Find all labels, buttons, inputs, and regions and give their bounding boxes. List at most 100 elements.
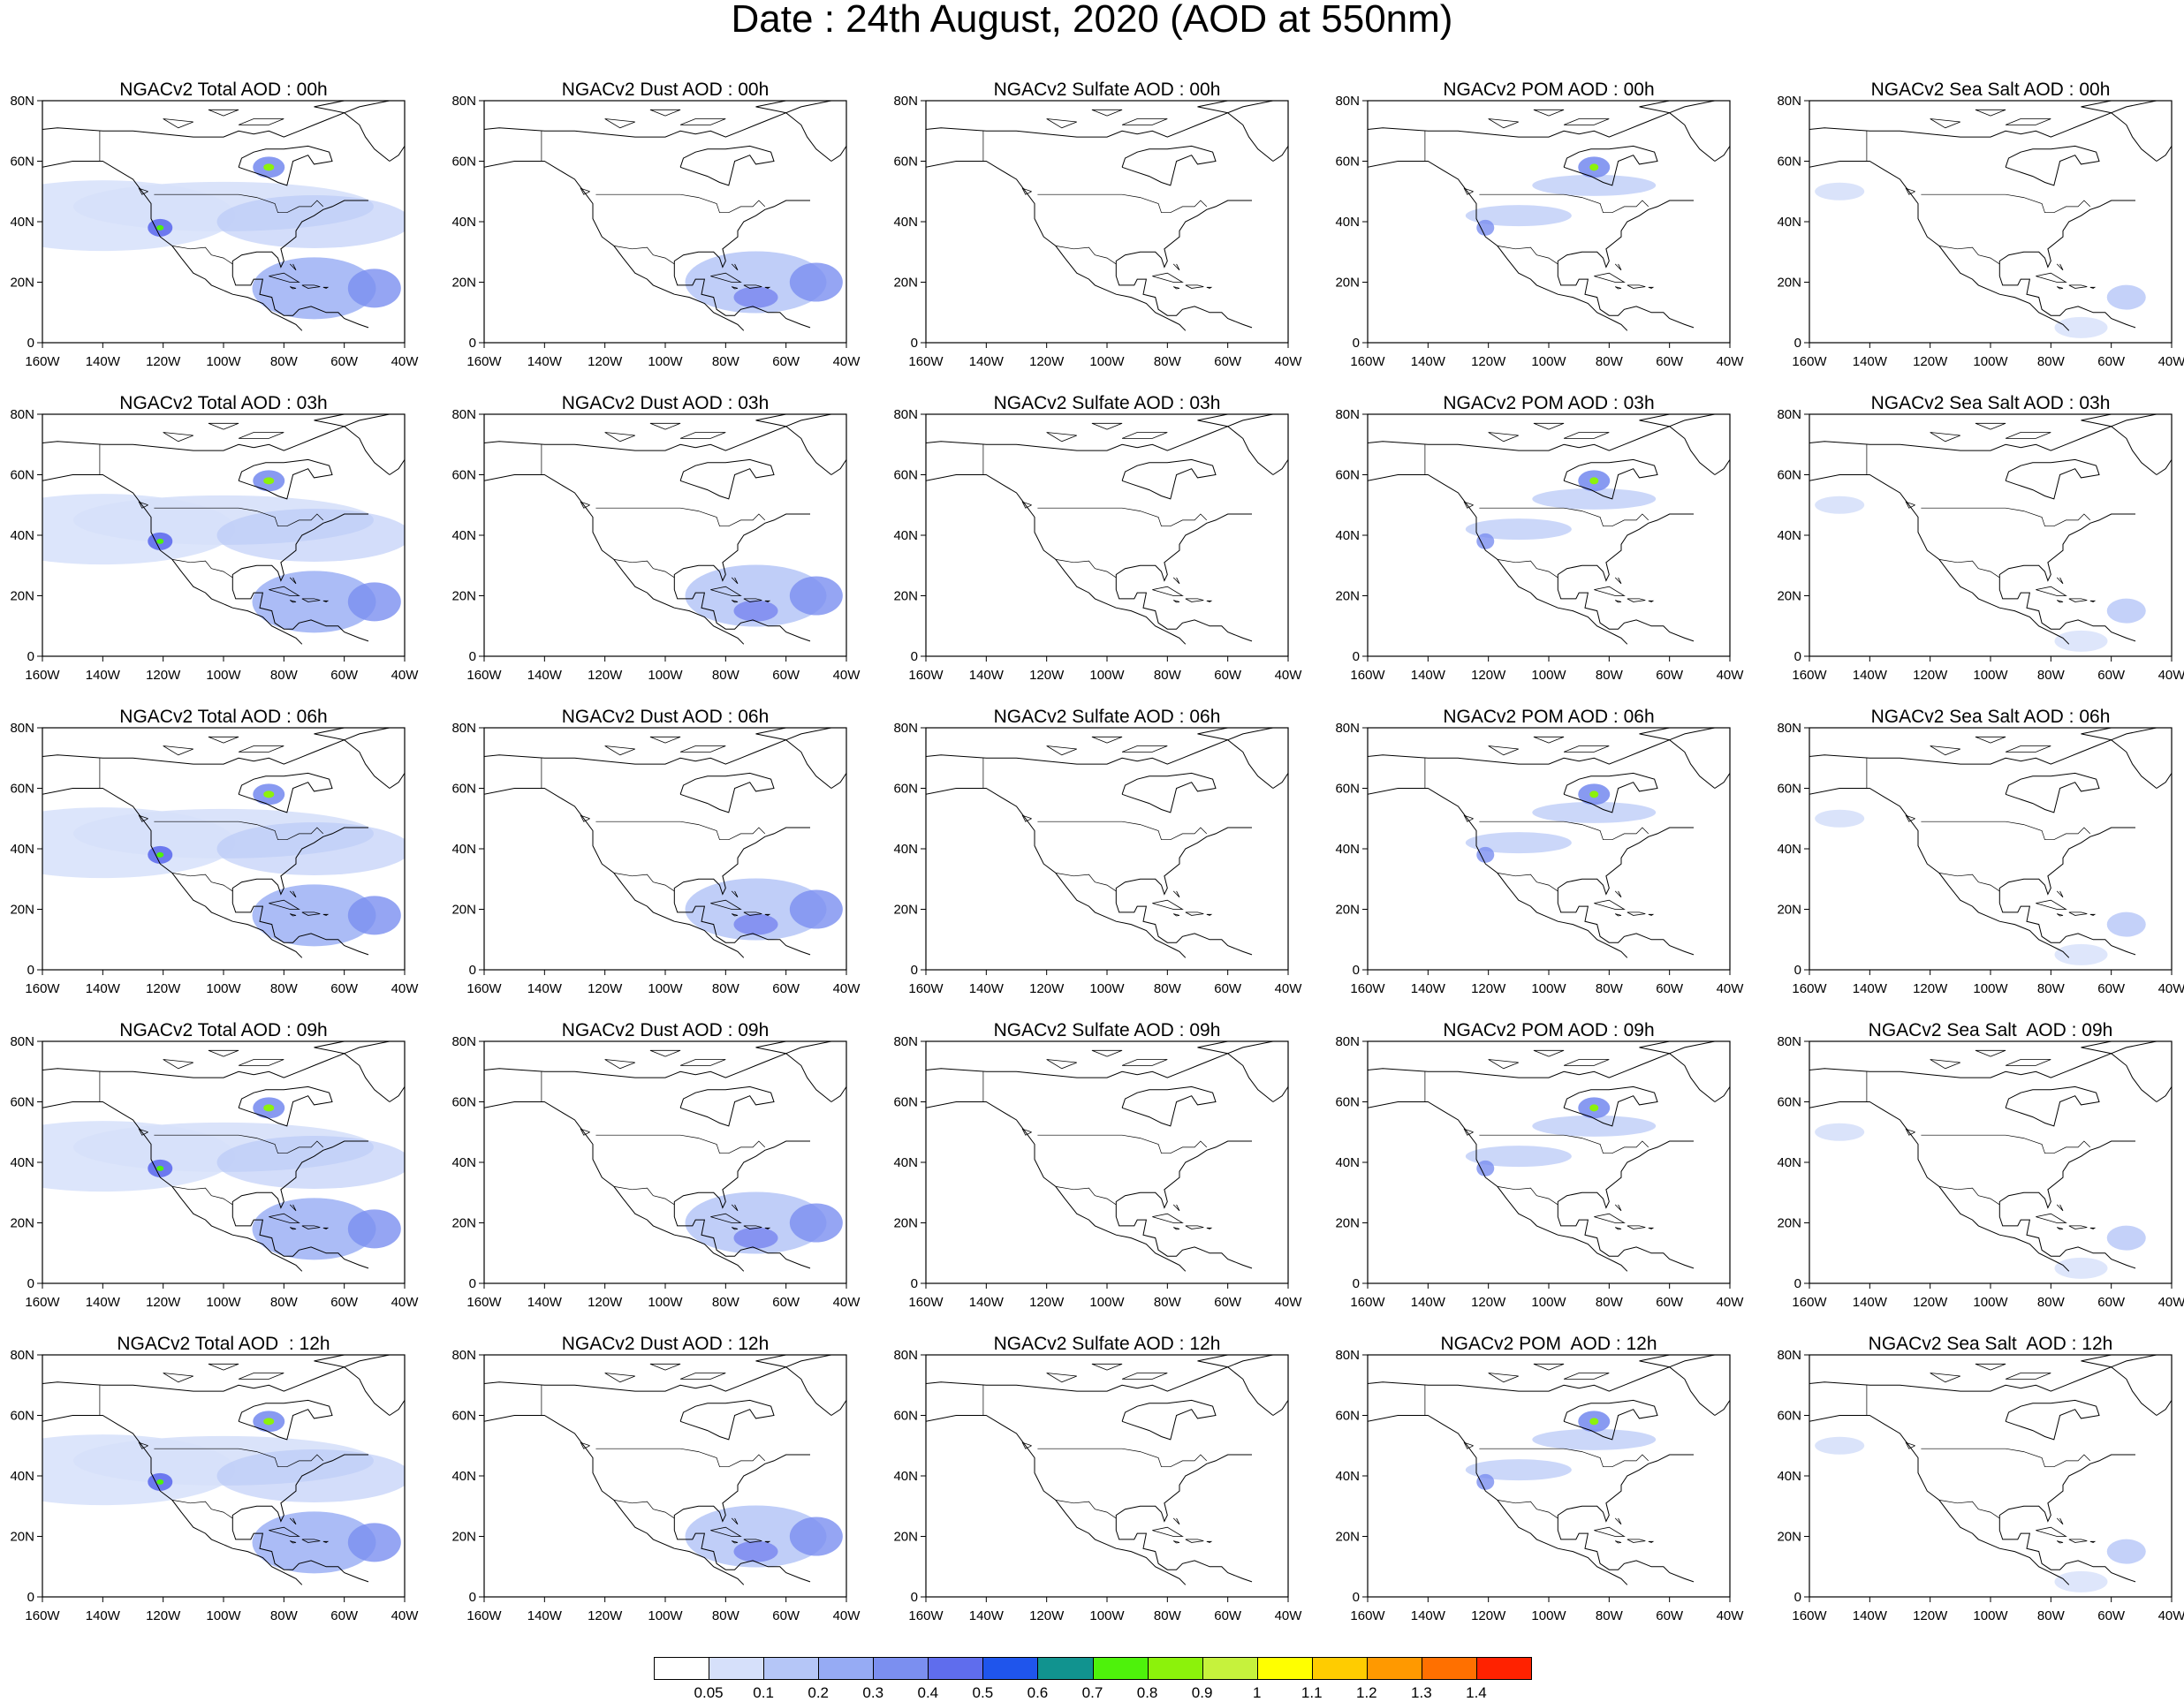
island-outline: [731, 577, 739, 585]
lat-tick-label: 20N: [10, 276, 34, 291]
island-outline: [1533, 736, 1565, 744]
map-plot: 0 20N 40N 60N 80N 160W 140W 120W 100W 80W 60W 40W: [893, 721, 1302, 996]
island-outline: [289, 1540, 297, 1544]
lon-tick-label: 60W: [330, 1295, 359, 1310]
island-outline: [322, 1227, 330, 1229]
island-outline: [1930, 745, 1960, 756]
seasalt-shade-pacific: [1815, 495, 1865, 514]
island-outline: [743, 284, 762, 289]
island-outline: [2089, 1227, 2097, 1229]
island-outline: [208, 422, 239, 430]
lon-tick-label: 120W: [1913, 1608, 1948, 1623]
lat-tick-label: 40N: [10, 842, 34, 857]
lon-tick-label: 160W: [25, 354, 60, 369]
lon-tick-label: 160W: [1792, 981, 1827, 996]
island-outline: [2056, 1204, 2064, 1212]
island-outline: [1930, 118, 1960, 129]
island-outline: [1046, 1373, 1077, 1383]
aod-peak-hudson: [263, 1418, 275, 1426]
island-outline: [1185, 1225, 1204, 1229]
lon-tick-label: 80W: [270, 354, 299, 369]
lat-tick-label: 60N: [1335, 1095, 1360, 1110]
lat-tick-label: 20N: [1777, 589, 1801, 604]
aod-shading: [42, 414, 405, 645]
lat-tick-label: 80N: [1777, 1348, 1801, 1363]
coastline-greenland: [1639, 101, 1716, 162]
island-outline: [1206, 1540, 1213, 1543]
lon-tick-label: 140W: [86, 1608, 121, 1623]
island-outline: [1614, 1540, 1622, 1544]
lat-tick-label: 0: [911, 649, 918, 664]
lon-tick-label: 140W: [969, 354, 1005, 369]
panel-title: NGACv2 Dust AOD : 06h: [561, 707, 770, 727]
lat-tick-label: 40N: [1777, 215, 1801, 230]
border-us-mexico: [1497, 873, 1558, 892]
map-plot: 0 20N 40N 60N 80N 160W 140W 120W 100W 80W 60W 40W: [1777, 721, 2184, 996]
coastline-west: [1809, 161, 2070, 331]
lat-tick-label: 20N: [893, 276, 918, 291]
colorbar: 0.05 0.1 0.2 0.3 0.4 0.5 0.6 0.7 0.8 0.9 1 1.1 1.2 1.…: [654, 1657, 1532, 1701]
island-outline: [2036, 586, 2067, 596]
coastline-east: [231, 200, 369, 329]
island-outline: [604, 1373, 635, 1383]
map-plot: 0 20N 40N 60N 80N 160W 140W 120W 100W 80W 60W 40W: [1335, 407, 1744, 683]
island-outline: [1021, 1441, 1032, 1449]
map-plot: 0 20N 40N 60N 80N 160W 140W 120W 100W 80W 60W 40W: [893, 407, 1302, 683]
coastline-arctic: [42, 1355, 390, 1392]
coastline-west: [1368, 788, 1628, 958]
lon-tick-label: 80W: [1596, 1608, 1624, 1623]
island-outline: [1648, 1540, 1655, 1543]
lat-tick-label: 0: [469, 1590, 476, 1605]
island-outline: [1533, 109, 1565, 117]
island-outline: [322, 1540, 330, 1543]
map-plot: 0 20N 40N 60N 80N 160W 140W 120W 100W 80W 60W 40W: [10, 94, 419, 369]
panel-title: NGACv2 POM AOD : 12h: [1440, 1334, 1657, 1354]
lon-tick-label: 140W: [527, 354, 563, 369]
island-outline: [731, 1227, 739, 1230]
lat-tick-label: 20N: [1777, 1530, 1801, 1545]
island-outline: [289, 286, 297, 290]
coastline-east: [673, 513, 811, 642]
island-outline: [1563, 432, 1610, 439]
border-us-mexico: [613, 246, 675, 265]
lon-tick-label: 160W: [1792, 1608, 1827, 1623]
lon-tick-label: 60W: [1214, 1295, 1242, 1310]
island-outline: [1905, 501, 1915, 509]
lat-tick-label: 0: [469, 1276, 476, 1291]
island-outline: [1563, 118, 1610, 125]
island-outline: [1627, 1539, 1646, 1543]
lat-tick-label: 0: [1353, 1590, 1360, 1605]
island-outline: [649, 1049, 681, 1057]
lon-tick-label: 80W: [2037, 1608, 2066, 1623]
island-outline: [1594, 272, 1626, 283]
coastline-greenland: [755, 101, 832, 162]
lon-tick-label: 40W: [2158, 1295, 2184, 1310]
island-outline: [764, 1540, 771, 1543]
lat-tick-label: 40N: [451, 215, 476, 230]
lon-tick-label: 160W: [1350, 668, 1385, 683]
coastline-greenland-east: [389, 773, 405, 789]
coastline-east: [673, 1140, 811, 1269]
map-panel: 0 20N 40N 60N 80N 160W 140W 120W 100W 80W 60W 40W NG…: [1767, 1254, 2184, 1625]
lat-tick-label: 20N: [451, 1216, 476, 1231]
map-panel: 0 20N 40N 60N 80N 160W 140W 120W 100W 80W 60W 40W NG…: [442, 0, 866, 371]
island-outline: [1533, 422, 1565, 430]
island-outline: [1185, 1539, 1204, 1543]
lat-tick-label: 40N: [451, 1155, 476, 1170]
island-outline: [731, 913, 739, 917]
panel-title: NGACv2 Sea Salt AOD : 12h: [1868, 1334, 2113, 1354]
lat-tick-label: 40N: [1335, 528, 1360, 543]
border-us-mexico: [171, 559, 233, 579]
main-title: Date : 24th August, 2020 (AOD at 550nm): [731, 0, 1453, 41]
coastline-west: [1368, 1101, 1628, 1272]
island-outline: [1091, 109, 1123, 117]
island-outline: [679, 432, 726, 439]
border-us-mexico: [171, 1500, 233, 1519]
coastline-arctic: [926, 1041, 1273, 1078]
lat-tick-label: 80N: [1777, 721, 1801, 736]
lon-tick-label: 140W: [86, 668, 121, 683]
island-outline: [604, 745, 635, 756]
aod-shading: [926, 1041, 1288, 1272]
lat-tick-label: 20N: [10, 1216, 34, 1231]
island-outline: [1206, 1227, 1213, 1229]
